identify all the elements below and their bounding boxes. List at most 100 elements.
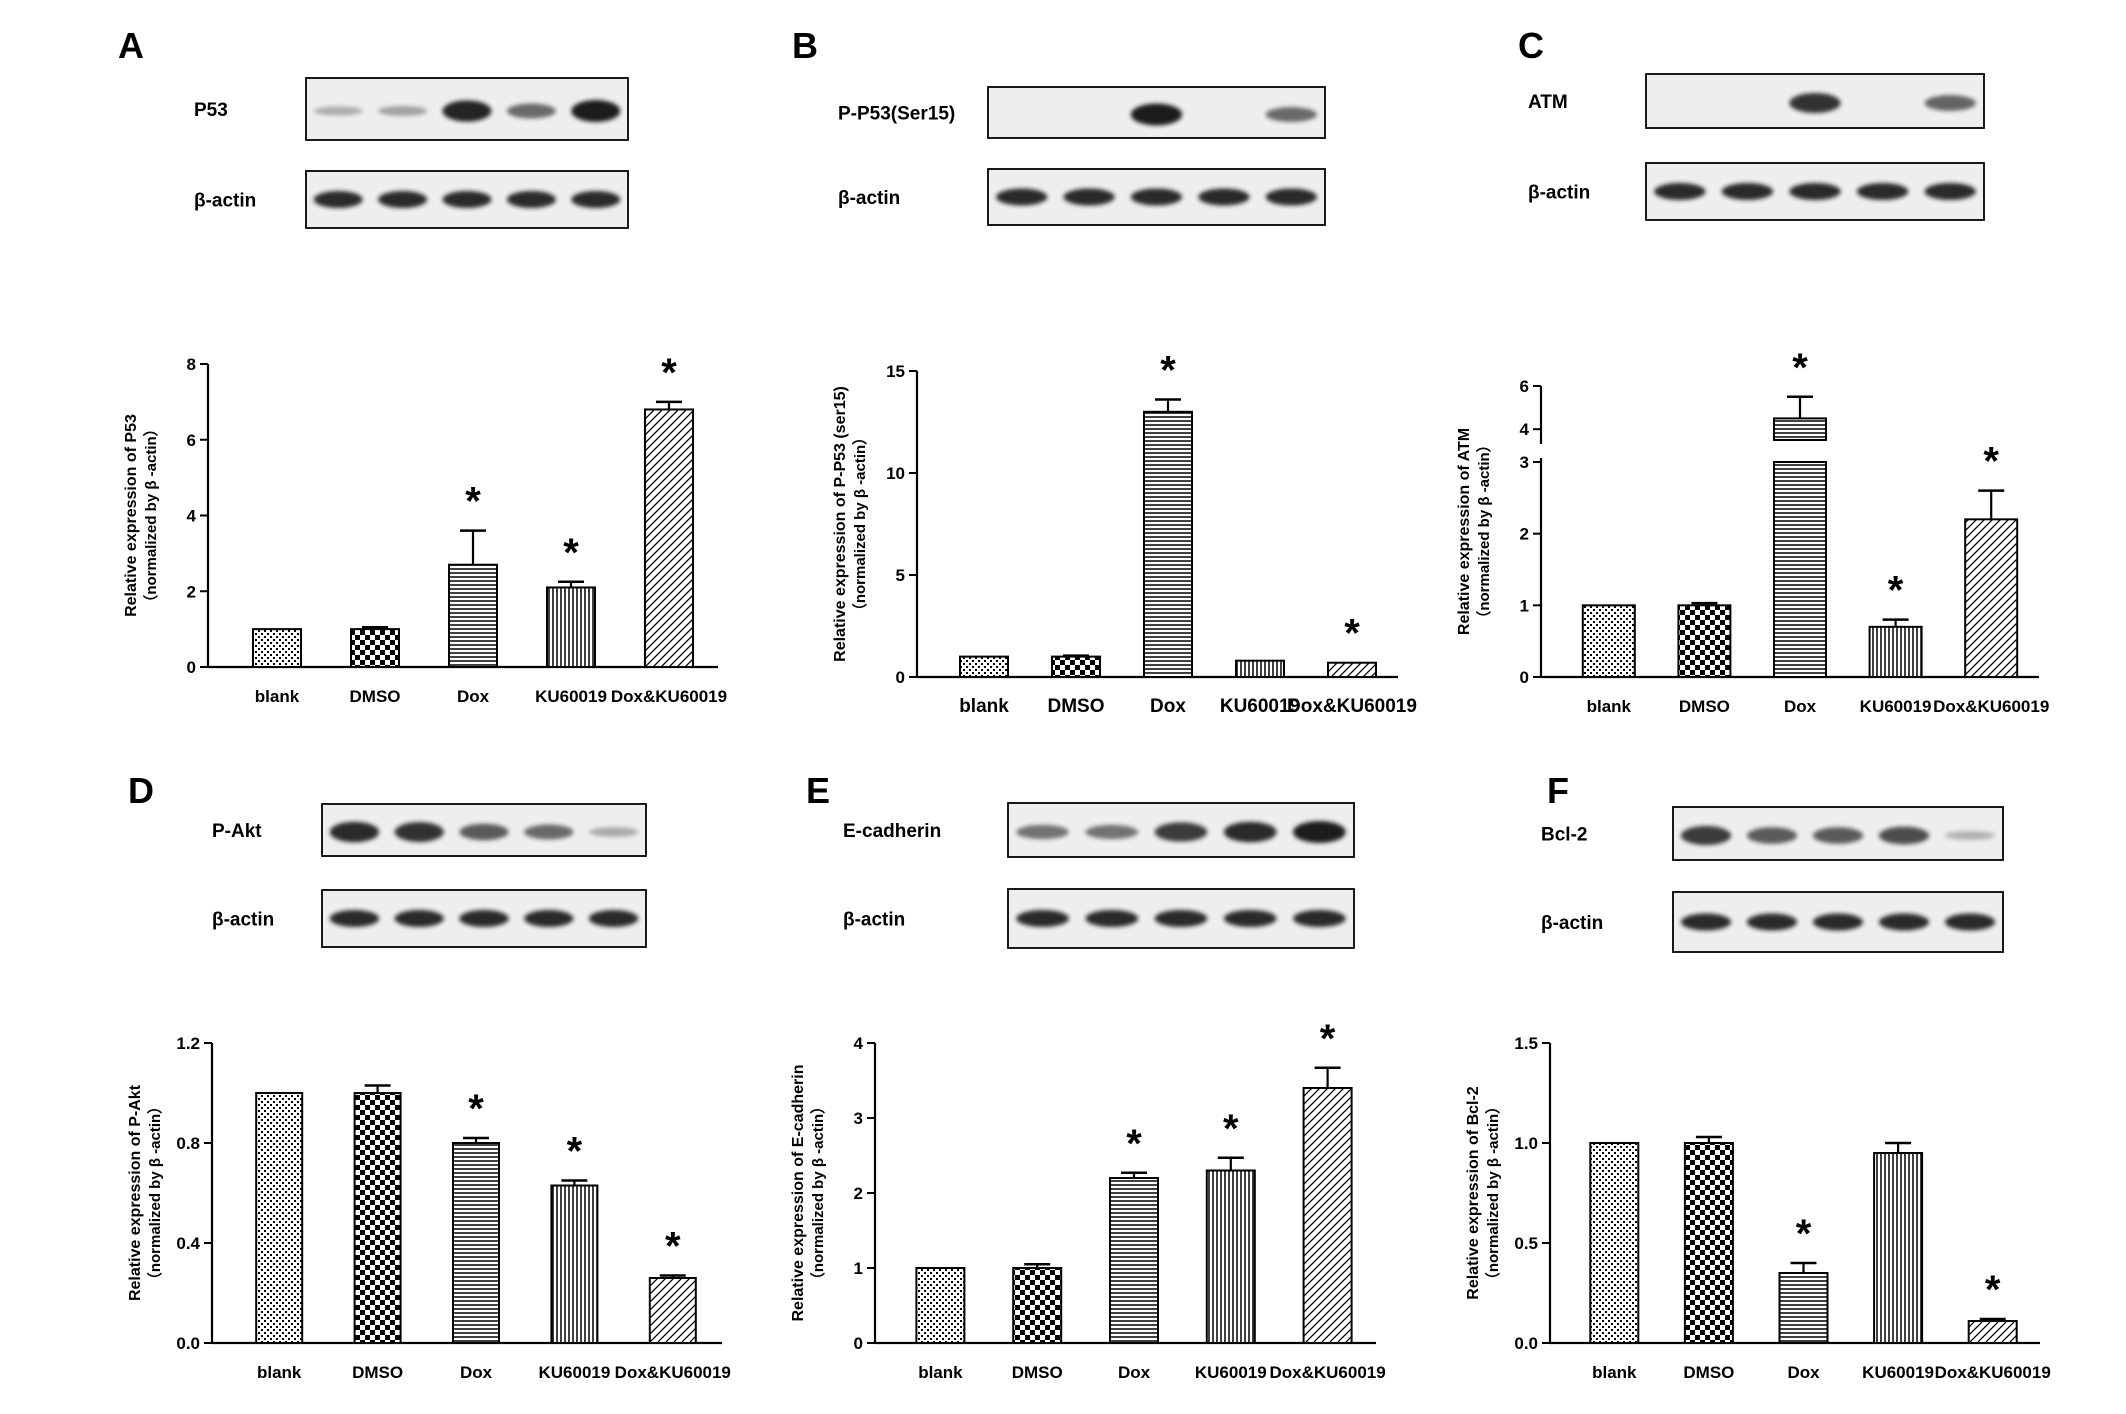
- bar-blank: blank: [255, 1092, 304, 1382]
- panel-e: E E-cadherin β-actin 0 1 2 3 4 Relative expressi…: [790, 770, 1386, 1382]
- blot-band: [1944, 831, 1996, 840]
- blot-band: [1154, 910, 1208, 927]
- blot-actin-strip: β-actin: [194, 170, 629, 229]
- blot-band: [1654, 183, 1706, 200]
- blot-band: [1085, 824, 1139, 840]
- blot-band: [1223, 821, 1277, 843]
- y-tick-label: 0: [896, 668, 905, 687]
- blot-target-strip: ATM: [1528, 73, 1985, 129]
- blot-band: [442, 191, 492, 208]
- blot-target-strip: P-Akt: [212, 803, 647, 857]
- x-tick-label: KU60019: [1195, 1363, 1267, 1382]
- bar-dmso: DMSO: [350, 625, 401, 706]
- blot-band: [524, 910, 574, 927]
- blot-band: [571, 100, 621, 122]
- x-tick-label: KU60019: [538, 1363, 610, 1382]
- bar-chart: 0 5 10 15 Relative expression of P-P53 (ser1…: [832, 349, 1417, 717]
- y-tick-label: 3: [1520, 453, 1529, 472]
- y-axis-label: Relative expression of ATM: [1456, 428, 1473, 635]
- bar-dmso: DMSO: [1683, 1135, 1734, 1382]
- x-tick-label: KU60019: [535, 687, 607, 706]
- blot-actin-strip: β-actin: [838, 168, 1326, 226]
- blot-target-strip: P-P53(Ser15): [838, 86, 1326, 139]
- y-axis-label: Relative expression of Bcl-2: [1465, 1086, 1482, 1300]
- bar-rect: [1205, 1169, 1256, 1344]
- blot-band: [1680, 825, 1732, 846]
- x-tick-label: Dox: [460, 1363, 493, 1382]
- y-axis-sublabel: （normalized by β -actin）: [1484, 1099, 1502, 1287]
- bar-rect: [959, 655, 1009, 678]
- bar-dox-ku60019: * Dox&KU60019: [1269, 1017, 1385, 1382]
- x-tick-label: Dox&KU60019: [611, 687, 727, 706]
- bar-chart: 0.0 0.5 1.0 1.5 Relative expression of Bcl-2…: [1465, 1034, 2051, 1382]
- bar-rect: [252, 628, 302, 668]
- x-tick-label: blank: [918, 1363, 963, 1382]
- blot-label: Bcl-2: [1541, 825, 1587, 846]
- significance-star: *: [563, 531, 579, 575]
- bar-rect: [1109, 1177, 1159, 1344]
- blot-band: [1878, 913, 1930, 931]
- significance-star: *: [567, 1130, 583, 1174]
- x-tick-label: DMSO: [1048, 696, 1105, 717]
- bar-blank: blank: [252, 628, 302, 706]
- bar-rect: [1302, 1087, 1353, 1344]
- y-tick-label: 4: [187, 507, 197, 526]
- blot-band: [394, 822, 444, 842]
- blot-band: [329, 910, 380, 927]
- y-tick-label: 5: [896, 566, 905, 585]
- bar-rect: [452, 1142, 500, 1344]
- y-tick-label: 1: [1520, 596, 1529, 615]
- bar-chart: 0 1 2 3 4 Relative expression of E-cadherin （n…: [790, 1017, 1386, 1382]
- y-tick-label: 10: [886, 464, 905, 483]
- blot-band: [1721, 183, 1774, 200]
- y-tick-label: 1: [854, 1259, 863, 1278]
- bar-blank: blank: [915, 1267, 966, 1382]
- significance-star: *: [1796, 1212, 1812, 1256]
- significance-star: *: [1160, 349, 1176, 393]
- bar-ku60019: * KU60019: [535, 531, 607, 706]
- bar-rect: [1581, 604, 1636, 678]
- significance-star: *: [1983, 440, 1999, 484]
- blot-band: [1812, 827, 1864, 844]
- x-tick-label: Dox: [1784, 697, 1817, 716]
- blot-band: [1924, 183, 1976, 200]
- bar-rect: [448, 563, 498, 668]
- y-tick-label: 4: [854, 1034, 864, 1053]
- blot-band: [1812, 913, 1864, 931]
- bar-dox: * Dox: [448, 480, 498, 706]
- bar-blank: blank: [1581, 604, 1636, 716]
- x-tick-label: Dox: [457, 687, 490, 706]
- panel-c: C ATM β-actin 0 1 2 3 4 6 Relative expression of …: [1456, 25, 2049, 716]
- bar-chart: 0 1 2 3 4 6 Relative expression of ATM （normali…: [1456, 346, 2049, 716]
- blot-band: [506, 103, 556, 119]
- x-tick-label: DMSO: [350, 687, 401, 706]
- x-tick-label: DMSO: [352, 1363, 403, 1382]
- y-tick-label: 4: [1520, 420, 1530, 439]
- bar-dmso: DMSO: [1048, 654, 1105, 717]
- panel-d: D P-Akt β-actin 0.0 0.4 0.8 1.2 Relative expres…: [127, 770, 731, 1382]
- blot-band: [1680, 913, 1732, 931]
- bar-ku60019: KU60019: [1220, 659, 1300, 717]
- blot-actin-strip: β-actin: [1528, 162, 1985, 221]
- bar-ku60019: * KU60019: [1195, 1107, 1267, 1382]
- y-tick-label: 6: [1520, 377, 1529, 396]
- bar-rect: [255, 1092, 304, 1344]
- y-tick-label: 0.4: [176, 1234, 200, 1253]
- y-tick-label: 0.8: [176, 1134, 200, 1153]
- y-axis-sublabel: （normalized by β -actin）: [1475, 437, 1493, 625]
- bar-rect: [350, 628, 400, 668]
- panel-b: B P-P53(Ser15) β-actin 0 5 10 15 Relative expre…: [792, 25, 1417, 717]
- x-tick-label: blank: [257, 1363, 302, 1382]
- bar-chart: 0.0 0.4 0.8 1.2 Relative expression of P-Akt…: [127, 1034, 731, 1382]
- bar-rect: [546, 586, 596, 669]
- x-tick-label: Dox: [1118, 1363, 1151, 1382]
- panel-letter: A: [118, 25, 144, 66]
- y-tick-label: 0.0: [1514, 1334, 1538, 1353]
- y-axis-sublabel: （normalized by β -actin）: [851, 430, 869, 618]
- y-axis-label: Relative expression of P-P53 (ser15): [832, 386, 849, 662]
- blot-band: [1293, 910, 1346, 927]
- panel-letter: B: [792, 25, 818, 66]
- blot-band: [394, 910, 444, 927]
- significance-star: *: [665, 1225, 681, 1269]
- blot-band: [313, 106, 363, 116]
